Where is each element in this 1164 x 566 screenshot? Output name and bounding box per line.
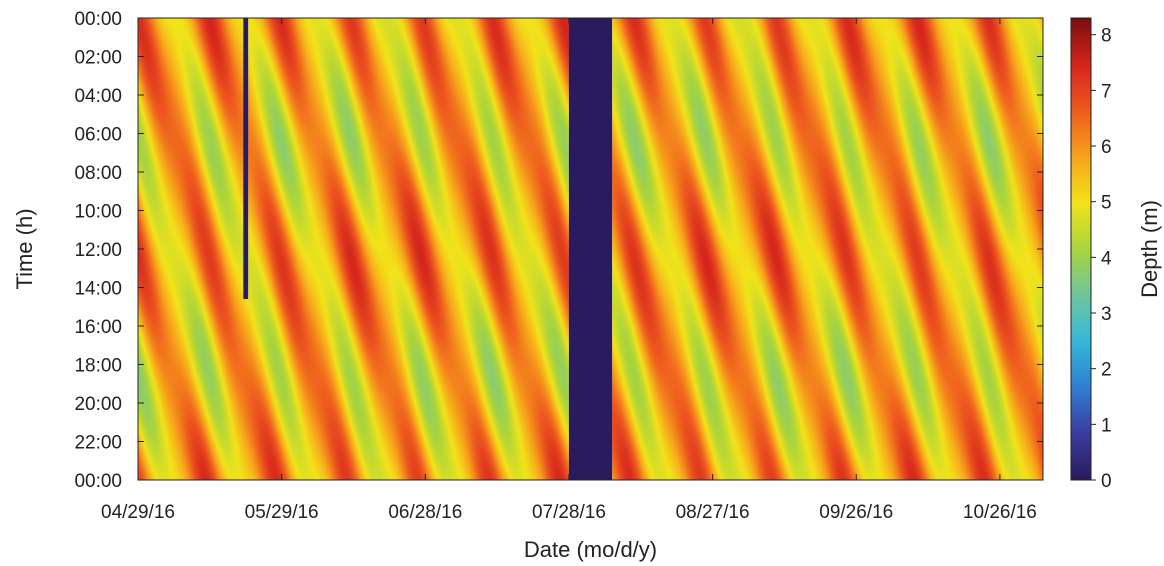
colorbar-tick-label: 3 <box>1101 304 1112 325</box>
colorbar-tick-label: 5 <box>1101 193 1112 214</box>
x-tick-label: 09/26/16 <box>819 502 893 523</box>
x-tick-label: 10/26/16 <box>963 502 1037 523</box>
y-tick-label: 10:00 <box>74 202 122 223</box>
colorbar-tick-label: 4 <box>1101 248 1112 269</box>
y-tick-label: 22:00 <box>74 433 122 454</box>
colorbar-tick-label: 1 <box>1101 415 1112 436</box>
data-gap-layer <box>243 18 613 480</box>
x-tick-label: 06/28/16 <box>388 502 462 523</box>
y-tick-label: 12:00 <box>74 240 122 261</box>
x-tick-label: 05/29/16 <box>245 502 319 523</box>
y-tick-label: 02:00 <box>74 48 122 69</box>
x-tick-label: 07/28/16 <box>532 502 606 523</box>
colorbar-title: Depth (m) <box>1137 200 1162 298</box>
y-tick-label: 20:00 <box>74 394 122 415</box>
y-tick-label: 04:00 <box>74 86 122 107</box>
data-gap-1 <box>243 18 249 300</box>
x-axis-title: Date (mo/d/y) <box>524 537 657 562</box>
y-tick-label: 00:00 <box>74 471 122 492</box>
colorbar-ticks: 0 1 2 3 4 5 6 7 8 <box>1091 26 1112 492</box>
x-axis-ticks: 04/29/16 05/29/16 06/28/16 07/28/16 08/27/16… <box>101 18 1037 523</box>
y-tick-label: 00:00 <box>74 9 122 30</box>
x-tick-label: 08/27/16 <box>676 502 750 523</box>
y-tick-label: 16:00 <box>74 317 122 338</box>
y-tick-label: 18:00 <box>74 356 122 377</box>
y-tick-label: 08:00 <box>74 163 122 184</box>
colorbar-tick-label: 6 <box>1101 137 1112 158</box>
colorbar-tick-label: 7 <box>1101 81 1112 102</box>
y-tick-label: 14:00 <box>74 279 122 300</box>
data-gap-2 <box>568 18 613 480</box>
colorbar-tick-label: 0 <box>1101 471 1112 492</box>
y-axis-ticks: 00:00 02:00 04:00 06:00 08:00 10:00 12:00 14:00… <box>74 9 1043 492</box>
colorbar <box>1070 17 1092 481</box>
x-tick-label: 04/29/16 <box>101 502 175 523</box>
colorbar-tick-label: 8 <box>1101 26 1112 47</box>
colorbar-tick-label: 2 <box>1101 360 1112 381</box>
y-axis-title: Time (h) <box>12 208 37 289</box>
y-tick-label: 06:00 <box>74 125 122 146</box>
